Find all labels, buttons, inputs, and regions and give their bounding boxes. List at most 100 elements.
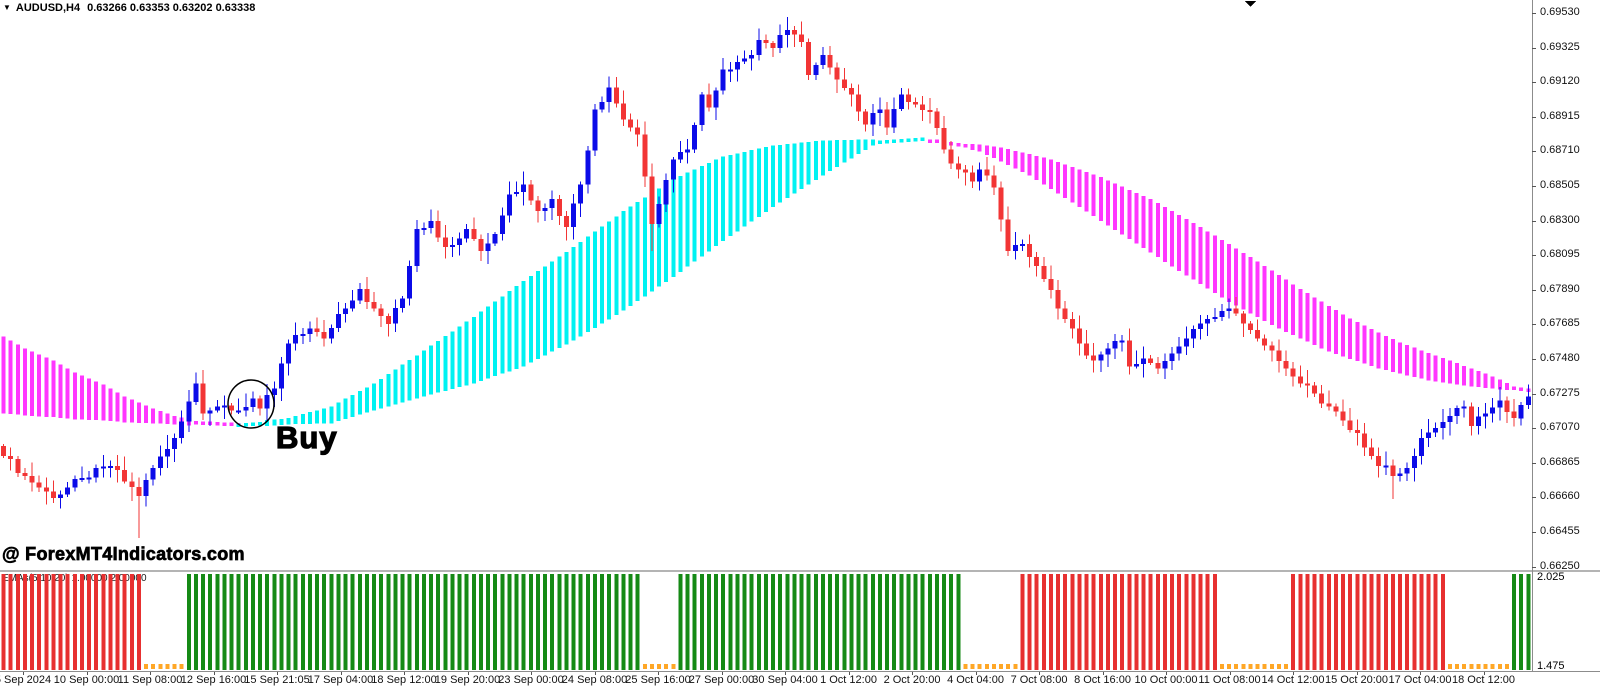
ribbon-bar-magenta-right	[1084, 172, 1089, 212]
ribbon-bar-magenta-left	[215, 421, 220, 426]
ribbon-bar-magenta-right	[1262, 266, 1267, 321]
signal-bar-up	[685, 574, 690, 670]
ribbon-bar-magenta-right	[1319, 301, 1324, 349]
signal-bar-down	[1433, 574, 1438, 670]
symbol-dropdown-icon[interactable]: ▼	[3, 3, 11, 12]
signal-bar-down	[1198, 574, 1203, 670]
candle-body	[65, 487, 71, 495]
ribbon-bar-magenta-left	[193, 420, 198, 425]
ribbon-bar-magenta-right	[1469, 368, 1474, 387]
ribbon-bar-magenta-right	[1098, 177, 1103, 221]
candle-body	[1062, 308, 1068, 319]
candle-body	[86, 477, 92, 480]
candle-body	[692, 125, 698, 150]
ribbon-bar-cyan	[749, 150, 754, 222]
signal-bar-up	[493, 574, 498, 670]
ribbon-bar-magenta-right	[1255, 261, 1260, 318]
candle-body	[1290, 368, 1296, 377]
signal-bar-down	[44, 574, 49, 670]
signal-bar-up	[792, 574, 797, 670]
ribbon-bar-magenta-right	[1048, 159, 1053, 189]
candle-body	[613, 87, 619, 104]
signal-bar-up	[208, 574, 213, 670]
signal-bar-up	[201, 574, 205, 670]
signal-bar-up	[471, 574, 476, 670]
signal-bar-up	[678, 574, 683, 670]
ribbon-bar-magenta-right	[1234, 248, 1239, 306]
candle-body	[278, 363, 284, 389]
ribbon-bar-magenta-right	[1412, 347, 1417, 378]
ribbon-bar-cyan	[920, 137, 925, 142]
signal-bar-up	[785, 574, 790, 670]
candle-body	[685, 149, 690, 153]
signal-bar-down	[15, 574, 20, 670]
price-tick	[1532, 324, 1536, 325]
time-tick	[1103, 672, 1104, 675]
time-tick	[277, 672, 278, 675]
signal-bar-up	[813, 574, 818, 670]
ribbon-bar-magenta-right	[1227, 244, 1231, 302]
candle-body	[300, 334, 306, 336]
signal-flat-dot	[671, 664, 676, 669]
signal-bar-up	[336, 574, 341, 670]
candle-body	[236, 410, 242, 413]
candle-body	[827, 54, 833, 68]
candle-body	[578, 184, 584, 204]
signal-bar-up	[799, 574, 804, 670]
signal-bar-up	[500, 574, 505, 670]
candle-body	[1262, 338, 1268, 346]
candle-body	[250, 398, 256, 407]
ribbon-bar-cyan	[671, 179, 676, 277]
candle-body	[742, 58, 747, 62]
signal-bar-up	[379, 574, 384, 670]
price-tick	[1532, 221, 1536, 222]
ribbon-bar-cyan	[550, 261, 555, 352]
ribbon-bar-cyan	[842, 139, 847, 163]
candle-body	[1354, 429, 1360, 434]
signal-bar-up	[258, 574, 262, 670]
candle-body	[200, 383, 206, 414]
signal-bar-down	[30, 574, 34, 670]
signal-bar-up	[464, 574, 469, 670]
candle-body	[749, 54, 755, 59]
signal-bar-down	[1113, 574, 1117, 670]
ribbon-bar-cyan	[322, 408, 327, 424]
ribbon-bar-magenta-right	[1105, 180, 1110, 226]
ribbon-bar-cyan	[742, 151, 747, 227]
ribbon-bar-cyan	[664, 183, 669, 282]
candle-body	[756, 39, 762, 55]
ribbon-bar-cyan	[407, 359, 412, 401]
ribbon-bar-cyan	[315, 410, 319, 424]
ribbon-bar-magenta-right	[1398, 342, 1402, 374]
candle-body	[1369, 447, 1374, 457]
ribbon-bar-magenta-left	[136, 402, 141, 423]
candle-body	[521, 184, 527, 192]
candle-body	[628, 119, 633, 128]
signal-bar-up	[870, 574, 875, 670]
ribbon-bar-cyan	[728, 154, 733, 237]
candle-body	[1048, 278, 1054, 291]
signal-flat-dot	[1234, 664, 1239, 669]
candle-body	[563, 215, 569, 228]
ribbon-bar-cyan	[564, 251, 569, 345]
ribbon-bar-magenta-right	[1034, 155, 1039, 180]
candle-body	[506, 194, 512, 216]
ribbon-bar-magenta-left	[65, 368, 70, 419]
signal-bar-up	[543, 574, 547, 670]
signal-bar-up	[842, 574, 847, 670]
candle-body	[848, 88, 854, 95]
ribbon-bar-cyan	[535, 271, 540, 360]
candle-body	[1333, 406, 1339, 412]
candle-body	[813, 64, 819, 75]
candle-body	[499, 215, 505, 235]
signal-bar-down	[1291, 574, 1296, 670]
price-axis-line	[1532, 0, 1533, 672]
signal-bar-down	[1098, 574, 1103, 670]
ribbon-bar-cyan	[450, 331, 455, 389]
signal-flat-dot	[642, 664, 647, 669]
candle-body	[1212, 316, 1218, 319]
signal-bar-up	[721, 574, 726, 670]
candle-body	[1148, 358, 1154, 364]
candle-body	[392, 308, 398, 324]
